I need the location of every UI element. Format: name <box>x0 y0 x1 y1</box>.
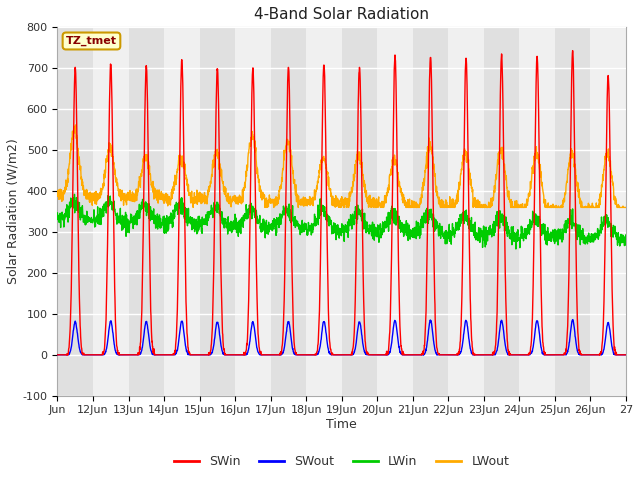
Title: 4-Band Solar Radiation: 4-Band Solar Radiation <box>254 7 429 22</box>
Bar <box>164 27 200 396</box>
Y-axis label: Solar Radiation (W/m2): Solar Radiation (W/m2) <box>7 139 20 284</box>
Bar <box>448 27 484 396</box>
Bar <box>306 27 342 396</box>
Bar <box>591 27 626 396</box>
Bar <box>484 27 519 396</box>
Bar <box>271 27 306 396</box>
Bar <box>129 27 164 396</box>
Bar <box>413 27 448 396</box>
Bar <box>200 27 235 396</box>
Text: TZ_tmet: TZ_tmet <box>66 36 117 46</box>
X-axis label: Time: Time <box>326 418 357 431</box>
Legend: SWin, SWout, LWin, LWout: SWin, SWout, LWin, LWout <box>169 450 514 473</box>
Bar <box>93 27 129 396</box>
Bar <box>555 27 591 396</box>
Bar <box>58 27 93 396</box>
Bar <box>235 27 271 396</box>
Bar <box>342 27 377 396</box>
Bar <box>377 27 413 396</box>
Bar <box>519 27 555 396</box>
